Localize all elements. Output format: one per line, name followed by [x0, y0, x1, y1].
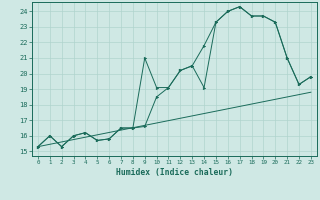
X-axis label: Humidex (Indice chaleur): Humidex (Indice chaleur): [116, 168, 233, 177]
